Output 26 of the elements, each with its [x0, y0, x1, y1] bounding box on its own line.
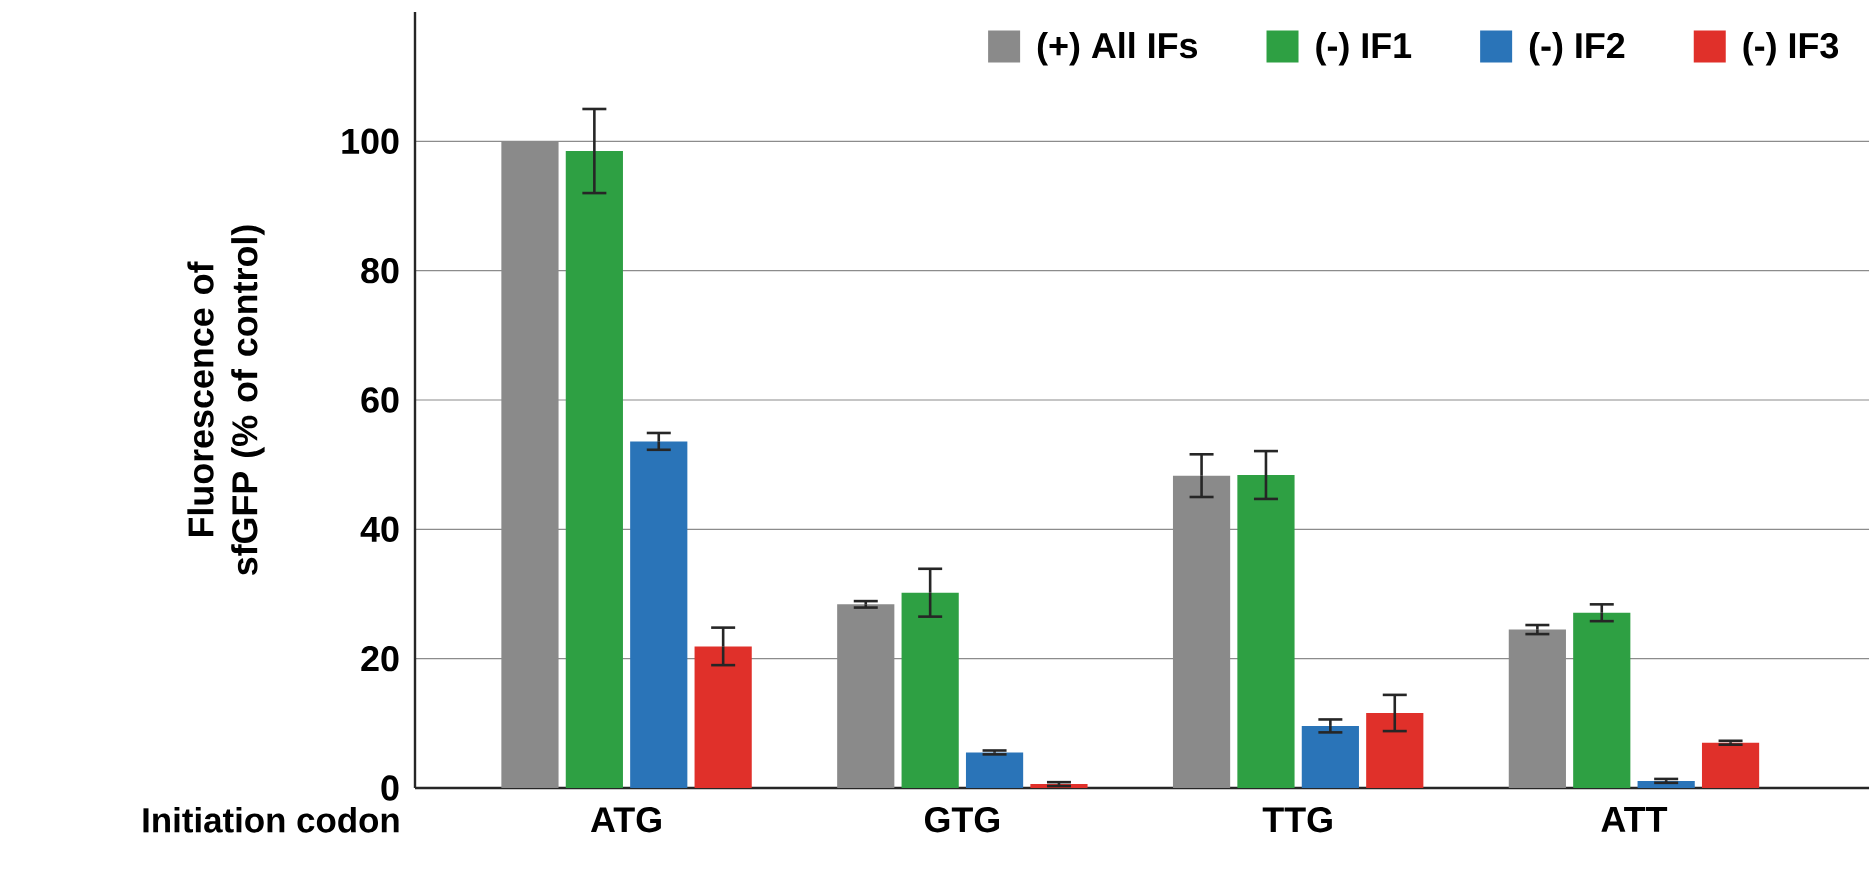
- legend-label: (-) IF2: [1529, 31, 1625, 66]
- bar: [1701, 742, 1760, 788]
- x-tick-label: GTG: [924, 807, 1000, 833]
- x-tick-label: ATG: [590, 807, 661, 833]
- y-tick-label: 40: [360, 516, 399, 543]
- bar: [1366, 712, 1424, 788]
- legend-label: (-) IF3: [1743, 31, 1839, 66]
- legend-label: (+) All IFs: [1037, 31, 1198, 66]
- y-tick-label: 100: [342, 128, 399, 155]
- bar: [630, 441, 688, 788]
- x-tick-label: ATT: [1601, 807, 1668, 832]
- bar: [901, 592, 959, 788]
- bar: [1573, 612, 1631, 788]
- x-axis-title: Initiation codon: [143, 807, 399, 833]
- y-tick-label: 0: [381, 775, 399, 801]
- x-tick-label: TTG: [1262, 807, 1332, 833]
- bar: [1237, 475, 1295, 788]
- bar: [565, 151, 623, 788]
- y-tick-label: 60: [361, 387, 399, 413]
- y-tick-label: 80: [361, 257, 399, 284]
- y-tick-label: 20: [361, 645, 399, 672]
- bar: [965, 752, 1024, 788]
- y-axis-title: Fluorescence of sfGFP (% of control): [187, 225, 265, 576]
- bar: [694, 646, 752, 788]
- legend-label: (-) IF1: [1316, 31, 1412, 66]
- bar: [1301, 725, 1359, 788]
